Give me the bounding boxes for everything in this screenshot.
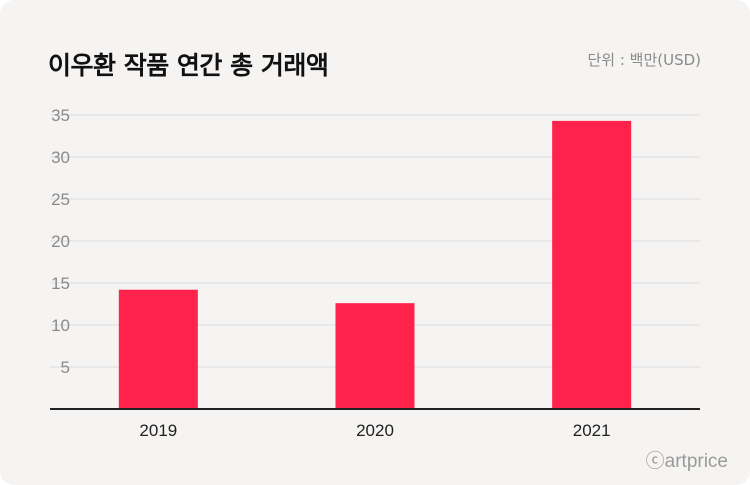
source-credit: ⓒartprice <box>645 451 728 472</box>
bar <box>335 303 415 409</box>
chart-title: 이우환 작품 연간 총 거래액 <box>48 51 329 80</box>
y-tick-label: 10 <box>51 316 70 335</box>
y-tick-label: 25 <box>51 190 70 209</box>
y-tick-label: 20 <box>51 232 70 251</box>
x-tick-label: 2020 <box>356 421 394 440</box>
y-tick-label: 15 <box>51 274 70 293</box>
unit-label: 단위 : 백만(USD) <box>587 51 701 69</box>
bar <box>552 120 632 409</box>
y-tick-label: 30 <box>51 148 70 167</box>
bar <box>118 289 198 409</box>
y-tick-label: 35 <box>51 106 70 125</box>
x-tick-label: 2021 <box>573 421 611 440</box>
x-tick-label: 2019 <box>139 421 177 440</box>
y-tick-label: 5 <box>61 358 70 377</box>
